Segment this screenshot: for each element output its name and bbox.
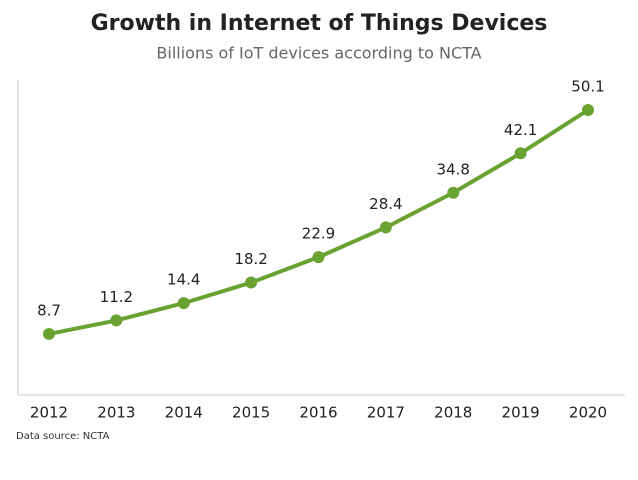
data-label: 14.4 <box>167 271 200 289</box>
data-point <box>514 147 527 160</box>
x-tick-label: 2017 <box>367 404 405 422</box>
data-label: 34.8 <box>437 160 470 178</box>
data-point <box>447 186 460 199</box>
x-tick-label: 2020 <box>569 404 607 422</box>
x-tick-label: 2016 <box>299 404 337 422</box>
chart-subtitle: Billions of IoT devices according to NCT… <box>156 44 481 63</box>
data-label: 18.2 <box>234 250 267 268</box>
x-tick-label: 2013 <box>97 404 135 422</box>
data-point <box>177 297 190 310</box>
source-note: Data source: NCTA <box>16 431 110 442</box>
data-point <box>43 327 55 340</box>
x-tick-label: 2015 <box>232 404 270 422</box>
data-label: 42.1 <box>504 121 537 139</box>
data-label: 50.1 <box>571 78 604 96</box>
data-label: 8.7 <box>37 301 61 319</box>
data-point <box>110 314 123 327</box>
x-tick-label: 2019 <box>502 404 540 422</box>
x-tick-label: 2014 <box>165 404 203 422</box>
data-point <box>379 221 392 234</box>
x-tick-label: 2018 <box>434 404 472 422</box>
data-label: 11.2 <box>100 288 133 306</box>
data-point <box>245 276 258 289</box>
data-point <box>312 251 325 264</box>
data-label: 22.9 <box>302 225 335 243</box>
data-label: 28.4 <box>369 195 402 213</box>
data-point <box>582 104 594 117</box>
chart-title: Growth in Internet of Things Devices <box>91 11 548 36</box>
x-tick-label: 2012 <box>30 404 68 422</box>
